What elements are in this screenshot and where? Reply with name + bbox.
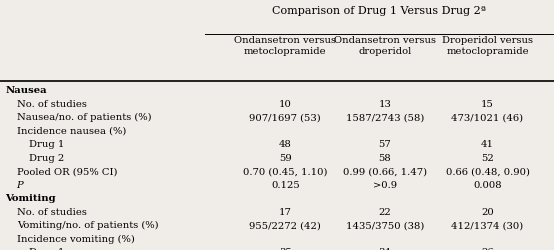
Text: Incidence nausea (%): Incidence nausea (%) (17, 127, 126, 136)
Text: Nausea: Nausea (6, 86, 47, 95)
Text: Ondansetron versus
metoclopramide: Ondansetron versus metoclopramide (234, 36, 336, 56)
Text: 1435/3750 (38): 1435/3750 (38) (346, 221, 424, 230)
Text: 473/1021 (46): 473/1021 (46) (452, 113, 524, 122)
Text: Droperidol versus
metoclopramide: Droperidol versus metoclopramide (442, 36, 533, 56)
Text: 15: 15 (481, 100, 494, 109)
Text: 17: 17 (279, 208, 292, 217)
Text: 0.99 (0.66, 1.47): 0.99 (0.66, 1.47) (343, 167, 427, 176)
Text: 57: 57 (378, 140, 392, 149)
Text: Drug 1: Drug 1 (29, 248, 64, 250)
Text: 412/1374 (30): 412/1374 (30) (452, 221, 524, 230)
Text: 1587/2743 (58): 1587/2743 (58) (346, 113, 424, 122)
Text: 955/2272 (42): 955/2272 (42) (249, 221, 321, 230)
Text: 0.66 (0.48, 0.90): 0.66 (0.48, 0.90) (445, 167, 530, 176)
Text: 907/1697 (53): 907/1697 (53) (249, 113, 321, 122)
Text: 48: 48 (279, 140, 292, 149)
Text: 0.70 (0.45, 1.10): 0.70 (0.45, 1.10) (243, 167, 327, 176)
Text: 26: 26 (481, 248, 494, 250)
Text: 22: 22 (378, 208, 392, 217)
Text: 0.008: 0.008 (473, 181, 502, 190)
Text: 59: 59 (279, 154, 292, 163)
Text: Comparison of Drug 1 Versus Drug 2ª: Comparison of Drug 1 Versus Drug 2ª (273, 6, 486, 16)
Text: Ondansetron versus
droperidol: Ondansetron versus droperidol (334, 36, 436, 56)
Text: >0.9: >0.9 (373, 181, 397, 190)
Text: Vomiting/no. of patients (%): Vomiting/no. of patients (%) (17, 221, 158, 230)
Text: Incidence vomiting (%): Incidence vomiting (%) (17, 235, 135, 244)
Text: Pooled OR (95% CI): Pooled OR (95% CI) (17, 167, 117, 176)
Text: Drug 2: Drug 2 (29, 154, 64, 163)
Text: 58: 58 (378, 154, 392, 163)
Text: 35: 35 (279, 248, 292, 250)
Text: 41: 41 (481, 140, 494, 149)
Text: 20: 20 (481, 208, 494, 217)
Text: P: P (17, 181, 23, 190)
Text: Vomiting: Vomiting (6, 194, 56, 203)
Text: No. of studies: No. of studies (17, 100, 86, 109)
Text: Nausea/no. of patients (%): Nausea/no. of patients (%) (17, 113, 151, 122)
Text: 13: 13 (378, 100, 392, 109)
Text: 34: 34 (378, 248, 392, 250)
Text: 10: 10 (279, 100, 292, 109)
Text: Drug 1: Drug 1 (29, 140, 64, 149)
Text: 52: 52 (481, 154, 494, 163)
Text: 0.125: 0.125 (271, 181, 300, 190)
Text: No. of studies: No. of studies (17, 208, 86, 217)
